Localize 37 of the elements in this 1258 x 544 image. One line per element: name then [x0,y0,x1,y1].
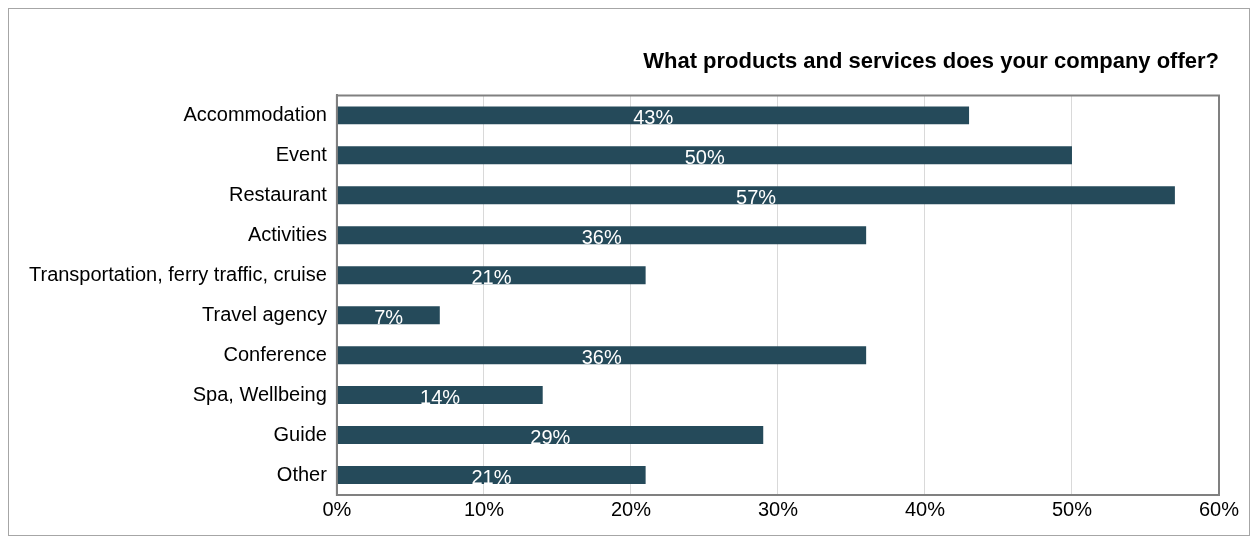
x-tick-label: 20% [610,497,652,520]
y-tick-label: Accommodation [183,102,327,125]
y-tick-label: Travel agency [202,302,327,325]
data-label: 36% [581,345,622,368]
data-label: 50% [684,145,725,168]
x-tick-label: 30% [757,497,799,520]
x-tick-label: 0% [322,497,352,520]
bar [337,426,764,445]
bar [337,386,543,405]
y-tick-label: Transportation, ferry traffic, cruise [28,262,327,285]
data-label: 21% [471,465,512,488]
x-tick-label: 40% [904,497,946,520]
data-label: 14% [420,385,461,408]
chart-title: What products and services does your company offer? [643,48,1219,74]
bar [337,226,867,245]
bar [337,146,1072,165]
bar [337,466,646,485]
y-tick-label: Other [276,462,328,485]
y-tick-label: Activities [247,222,327,245]
bar [337,346,867,365]
bar [337,106,970,125]
bar [337,186,1175,205]
x-tick-label: 50% [1051,497,1093,520]
data-label: 29% [530,425,571,448]
x-tick-label: 10% [463,497,505,520]
data-label: 7% [374,305,404,328]
bar [337,266,646,285]
y-tick-label: Conference [223,342,327,365]
x-tick-label: 60% [1198,497,1240,520]
data-label: 43% [633,105,674,128]
y-tick-label: Restaurant [229,182,328,205]
y-tick-label: Guide [273,422,327,445]
data-label: 57% [736,185,777,208]
y-tick-label: Spa, Wellbeing [192,382,327,405]
data-label: 21% [471,265,512,288]
data-label: 36% [581,225,622,248]
y-tick-label: Event [275,142,328,165]
